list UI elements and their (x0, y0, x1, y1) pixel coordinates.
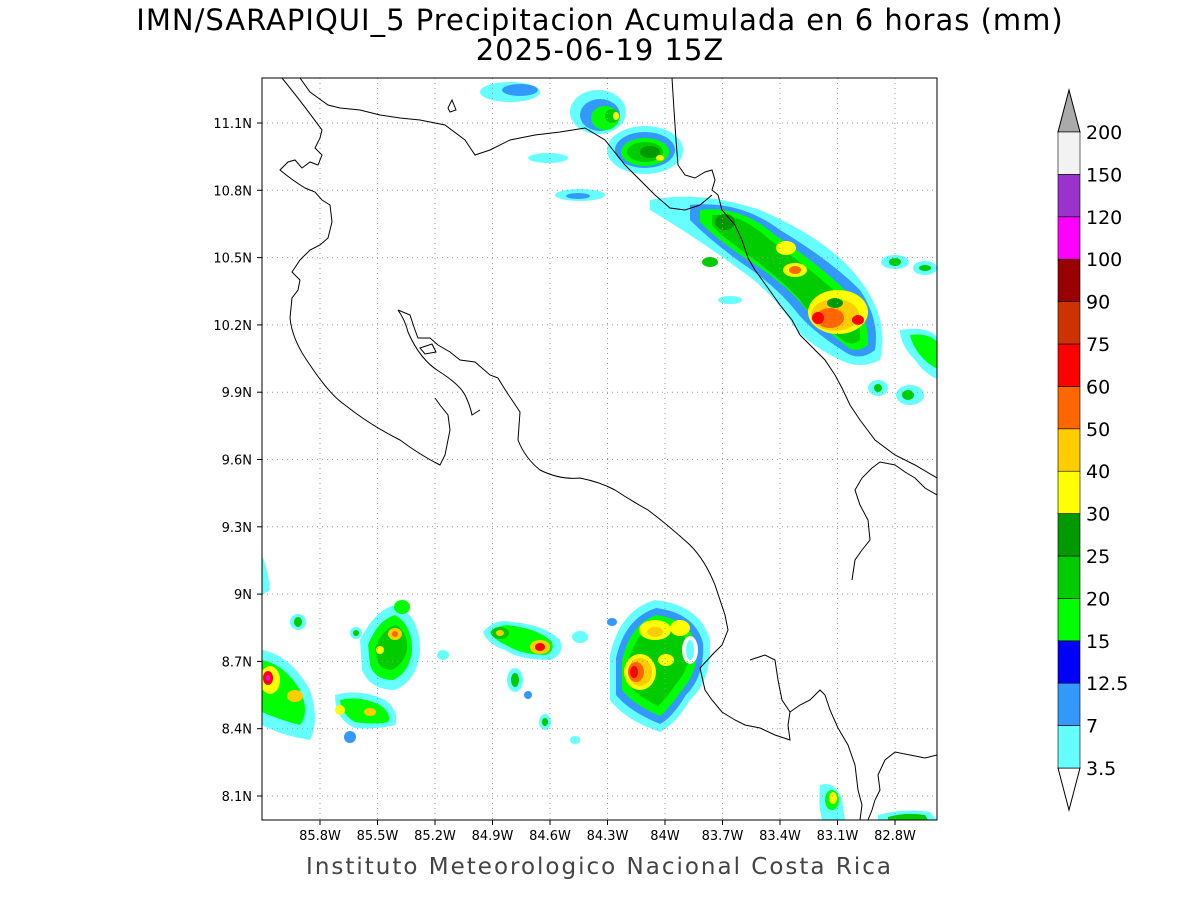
colorbar-segment (1057, 258, 1081, 302)
colorbar-label: 3.5 (1086, 758, 1116, 780)
colorbar-label: 30 (1086, 504, 1110, 526)
panama-inland (851, 461, 937, 581)
colorbar-label: 12.5 (1086, 673, 1128, 695)
colorbar-segment (1057, 555, 1081, 599)
lat-tick-label: 9.6N (222, 454, 252, 469)
lat-tick-label: 10.8N (213, 184, 252, 199)
colorbar-segment (1057, 301, 1081, 345)
precip-cell-southwest (262, 600, 449, 743)
colorbar-segment (1057, 598, 1081, 642)
colorbar-label: 25 (1086, 546, 1110, 568)
colorbar-label: 7 (1086, 716, 1098, 738)
lat-tick-label: 8.7N (222, 655, 252, 670)
lon-tick-label: 82.8W (874, 829, 916, 844)
lat-tick-label: 10.5N (213, 252, 252, 267)
precip-cell-osa (607, 600, 711, 732)
lon-tick-label: 83.4W (759, 829, 801, 844)
colorbar-segment (1057, 131, 1081, 175)
lon-tick-label: 85.8W (299, 829, 341, 844)
colorbar-label: 40 (1086, 461, 1110, 483)
lat-tick-label: 9N (234, 588, 252, 603)
footer-credit: Instituto Meteorologico Nacional Costa R… (306, 854, 893, 880)
colorbar-label: 100 (1086, 249, 1122, 271)
gulf-of-nicoya (397, 309, 499, 379)
colorbar-under-triangle (1057, 767, 1081, 812)
nicaragua-border (279, 78, 451, 466)
colorbar-segment (1057, 343, 1081, 387)
colorbar-label: 15 (1086, 631, 1110, 653)
colorbar-label: 90 (1086, 292, 1110, 314)
lon-tick-label: 84W (650, 829, 680, 844)
burica (749, 654, 791, 713)
lat-tick-label: 9.3N (222, 521, 252, 536)
colorbar-label: 200 (1086, 122, 1122, 144)
lon-tick-label: 84.3W (587, 829, 629, 844)
precip-cell-southeast (262, 555, 937, 820)
lon-tick-label: 83.7W (702, 829, 744, 844)
colorbar-label: 60 (1086, 376, 1110, 398)
nicoya-inner (397, 309, 481, 416)
colorbar-segment (1057, 682, 1081, 726)
lon-tick-label: 83.1W (817, 829, 859, 844)
map-frame (261, 77, 938, 821)
map-grid (257, 78, 937, 825)
lon-tick-label: 85.5W (357, 829, 399, 844)
colorbar-segment (1057, 216, 1081, 260)
colorbar-over-triangle (1057, 88, 1081, 133)
colorbar-segment (1057, 386, 1081, 430)
longitude-tick-labels: 85.8W 85.5W 85.2W 84.9W 84.6W 84.3W 84W 83.7W 83… (299, 829, 916, 844)
caribbean-coast (671, 78, 937, 479)
panama-border (867, 751, 937, 820)
precip-cell-central-south (483, 621, 588, 744)
lake-fragment (447, 98, 457, 113)
colorbar-label: 120 (1086, 207, 1122, 229)
colorbar-segment (1057, 428, 1081, 472)
lat-tick-label: 9.9N (222, 386, 252, 401)
lat-tick-label: 8.4N (222, 723, 252, 738)
colorbar-segment (1057, 725, 1081, 769)
colorbar-label: 50 (1086, 419, 1110, 441)
colorbar-segment (1057, 640, 1081, 684)
precip-cell-caribbean (650, 196, 937, 405)
lat-tick-label: 8.1N (222, 790, 252, 805)
chart-subtitle-date: 2025-06-19 15Z (475, 33, 725, 67)
nica-south-border (299, 78, 713, 211)
colorbar-segment (1057, 174, 1081, 218)
coastlines (279, 78, 937, 820)
panama-coast (824, 694, 863, 820)
latitude-tick-labels: 11.1N 10.8N 10.5N 10.2N 9.9N 9.6N 9.3N 9N 8.7N 8.… (213, 117, 252, 805)
colorbar-segment (1057, 470, 1081, 514)
chart-title: IMN/SARAPIQUI_5 Precipitacion Acumulada … (136, 3, 1064, 37)
colorbar-label: 150 (1086, 164, 1122, 186)
pacific-coast (497, 377, 826, 741)
colorbar: 3.5 7 12.5 15 20 25 30 40 50 60 75 90 100 120 150 200 (1057, 88, 1128, 812)
precip-cell-north-top (480, 82, 683, 201)
lat-tick-label: 11.1N (213, 117, 252, 132)
colorbar-segment (1057, 513, 1081, 557)
lon-tick-label: 84.6W (529, 829, 571, 844)
island-inland (419, 343, 437, 355)
precipitation-field (262, 82, 937, 820)
colorbar-label: 20 (1086, 588, 1110, 610)
lon-tick-label: 85.2W (414, 829, 456, 844)
lat-tick-label: 10.2N (213, 319, 252, 334)
lon-tick-label: 84.9W (472, 829, 514, 844)
colorbar-label: 75 (1086, 334, 1110, 356)
